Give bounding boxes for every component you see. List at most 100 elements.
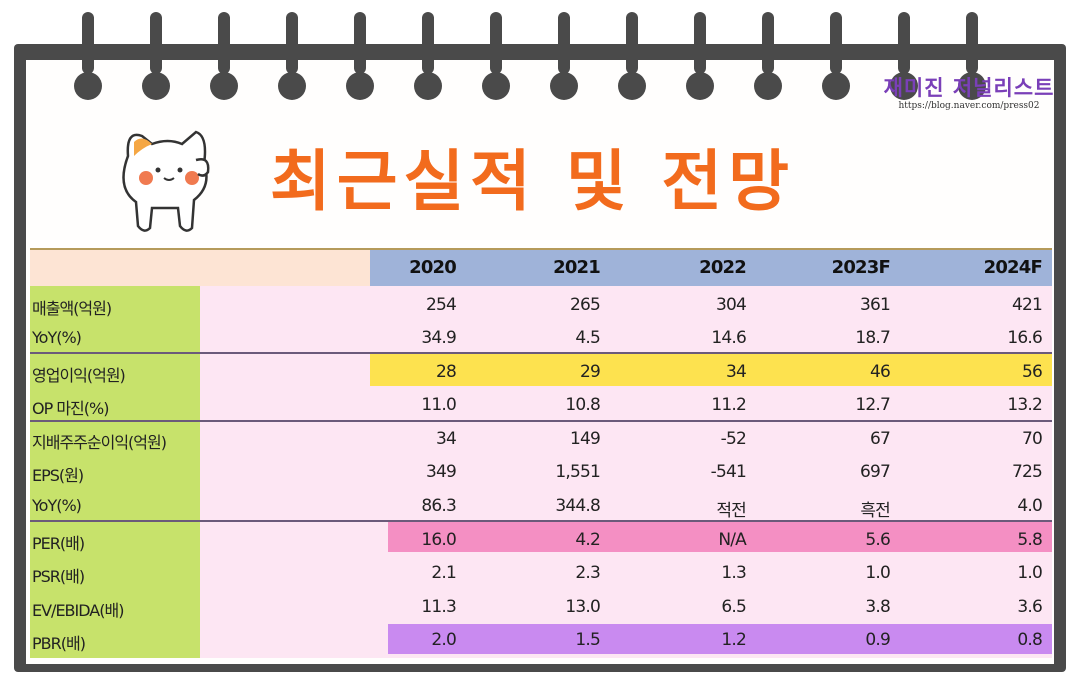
table-cell: 29 [579,362,601,382]
binder-ring [694,12,706,74]
binder-ring-hole [550,72,578,100]
table-cell: 5.6 [865,530,890,550]
table-cell: 56 [1021,362,1043,382]
binder-ring-hole [74,72,102,100]
table-cell: 0.8 [1017,630,1042,650]
table-cell: 1,551 [555,462,600,482]
row-label: PBR(배) [32,634,86,653]
table-cell: 18.7 [855,328,890,348]
row-label: YoY(%) [32,328,82,347]
row-group-divider [30,520,1052,522]
row-label: 매출액(억원) [32,299,112,318]
table-cell: 4.0 [1017,496,1042,516]
table-cell: 2.3 [575,563,600,583]
table-cell: 70 [1021,429,1043,449]
highlight-pbr [388,624,1052,654]
table-cell: 361 [859,295,891,315]
year-header: 2022 [699,257,747,278]
table-cell: 34 [725,362,747,382]
binder-ring-hole [890,72,918,100]
page-title: 최근실적 및 전망 [270,143,795,220]
binder-ring-hole [414,72,442,100]
highlight-per [388,522,1052,552]
binder-ring-hole [822,72,850,100]
logo-url: https://blog.naver.com/press02 [898,101,1040,111]
table-cell: 697 [859,462,891,482]
table-cell: 13.2 [1007,395,1042,415]
table-cell: 1.3 [721,563,746,583]
table-cell: 3.6 [1017,597,1042,617]
binder-ring [762,12,774,74]
table-cell: 344.8 [555,496,600,516]
table-cell: 34.9 [421,328,456,348]
table-cell: 34 [435,429,457,449]
binder-ring-hole [686,72,714,100]
row-label: PER(배) [32,534,85,553]
highlight-operating-profit [370,354,1052,386]
binder-ring-hole [618,72,646,100]
row-label: OP 마진(%) [32,399,109,418]
table-cell: 149 [569,429,601,449]
table-cell: 6.5 [721,597,746,617]
row-label: 지배주주순이익(억원) [32,433,167,452]
binder-ring [354,12,366,74]
table-cell: -52 [720,429,747,449]
binder-ring-hole [754,72,782,100]
binder-ring [82,12,94,74]
financial-table: 2020 2021 2022 2023F 2024F 매출액(억원) 254 265 304 36… [30,248,1052,658]
binder-ring [422,12,434,74]
header-blank-cell [30,250,370,286]
row-group-divider [30,352,1052,354]
table-cell: 349 [425,462,457,482]
table-cell: 14.6 [711,328,746,348]
binder-ring [150,12,162,74]
binder-ring [966,12,978,74]
table-cell: 46 [869,362,891,382]
table-cell: 1.2 [721,630,746,650]
table-cell: 1.5 [575,630,600,650]
table-cell: 725 [1011,462,1043,482]
table-cell: 86.3 [421,496,456,516]
logo-text: 재미진 저널리스트 [883,76,1055,100]
binder-ring [218,12,230,74]
row-group-divider [30,420,1052,422]
year-header: 2021 [553,257,601,278]
table-cell: 5.8 [1017,530,1042,550]
cat-mascot-icon [122,130,210,232]
row-label: EV/EBIDA(배) [32,601,124,620]
table-cell: 11.3 [421,597,456,617]
table-cell: 265 [569,295,601,315]
table-cell: 1.0 [1017,563,1042,583]
table-cell: 16.0 [421,530,456,550]
table-cell: 2.1 [431,563,456,583]
table-cell: 4.2 [575,530,600,550]
table-cell: 12.7 [855,395,890,415]
table-cell: 421 [1011,295,1043,315]
binder-ring-hole [482,72,510,100]
binder-ring [286,12,298,74]
table-cell: 11.0 [421,395,456,415]
row-label: 영업이익(억원) [32,366,126,385]
table-cell: 13.0 [565,597,600,617]
binder-ring [558,12,570,74]
table-cell: 적전 [716,501,746,521]
table-cell: 28 [435,362,457,382]
table-cell: 10.8 [565,395,600,415]
table-body-background [200,286,1052,658]
table-cell: 304 [715,295,747,315]
binder-ring-hole [346,72,374,100]
table-cell: 2.0 [431,630,456,650]
table-cell: 흑전 [860,501,890,521]
table-cell: N/A [718,530,746,550]
table-cell: 254 [425,295,457,315]
row-label: PSR(배) [32,567,85,586]
table-cell: 67 [869,429,891,449]
year-header: 2024F [983,257,1043,278]
year-header: 2020 [409,257,457,278]
header-top-rule [30,248,1052,250]
row-label: EPS(원) [32,466,84,485]
label-column [30,286,200,658]
table-cell: 4.5 [575,328,600,348]
binder-ring-hole [958,72,986,100]
binder-ring [830,12,842,74]
